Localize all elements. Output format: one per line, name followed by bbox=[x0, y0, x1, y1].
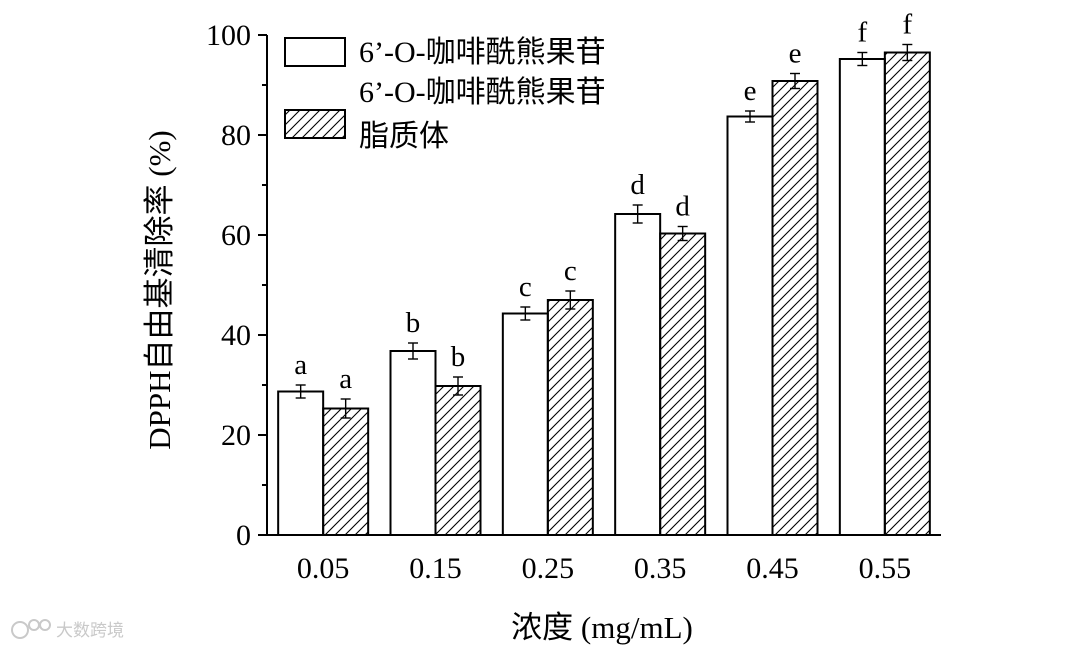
significance-letter: c bbox=[564, 255, 577, 287]
y-tick-label: 80 bbox=[221, 119, 251, 152]
watermark: 大数跨境 bbox=[11, 619, 124, 641]
significance-letter: c bbox=[519, 271, 532, 303]
y-axis-title: DPPH自由基清除率 (%) bbox=[142, 130, 177, 449]
significance-letter: a bbox=[294, 349, 307, 381]
watermark-text: 大数跨境 bbox=[56, 621, 124, 641]
bar-compound bbox=[838, 58, 886, 536]
bar-liposome bbox=[659, 232, 707, 536]
legend-label: 脂质体 bbox=[359, 120, 449, 153]
significance-letter: b bbox=[451, 341, 466, 373]
x-tick-label: 0.15 bbox=[409, 552, 462, 585]
error-bars bbox=[295, 43, 913, 419]
bars bbox=[277, 51, 931, 536]
y-tick-label: 20 bbox=[221, 419, 251, 452]
bar-liposome bbox=[434, 385, 482, 536]
y-tick-label: 40 bbox=[221, 319, 251, 352]
significance-letter: f bbox=[857, 17, 867, 49]
bar-liposome bbox=[546, 299, 594, 536]
bar-liposome bbox=[883, 51, 931, 536]
significance-letter: a bbox=[339, 363, 352, 395]
significance-letter: e bbox=[789, 38, 802, 70]
bar-compound bbox=[726, 115, 774, 536]
bar-compound bbox=[501, 312, 549, 536]
bar-compound bbox=[277, 390, 325, 536]
x-tick-label: 0.25 bbox=[522, 552, 575, 585]
x-axis-title: 浓度 (mg/mL) bbox=[511, 610, 693, 645]
bar-compound bbox=[614, 213, 662, 536]
y-tick-label: 0 bbox=[236, 519, 251, 552]
x-tick-label: 0.35 bbox=[634, 552, 687, 585]
bar-liposome bbox=[322, 407, 370, 536]
y-tick-label: 100 bbox=[206, 19, 251, 52]
significance-letter: d bbox=[675, 191, 690, 223]
legend-label: 6’-O-咖啡酰熊果苷 bbox=[359, 36, 606, 69]
significance-letter: f bbox=[902, 9, 912, 41]
x-tick-label: 0.05 bbox=[297, 552, 350, 585]
significance-labels: a a bb c c dd ee f f bbox=[294, 9, 912, 396]
bar-liposome bbox=[771, 80, 819, 536]
y-tick-label: 60 bbox=[221, 219, 251, 252]
legend-swatch-compound bbox=[284, 37, 346, 67]
legend-swatch-liposome bbox=[284, 109, 346, 139]
legend-label: 6’-O-咖啡酰熊果苷 bbox=[359, 76, 606, 109]
watermark-logo-icon bbox=[11, 619, 51, 639]
bar-compound bbox=[389, 350, 437, 536]
significance-letter: b bbox=[406, 307, 421, 339]
significance-letter: d bbox=[630, 169, 645, 201]
x-tick-label: 0.55 bbox=[859, 552, 912, 585]
x-tick-label: 0.45 bbox=[746, 552, 799, 585]
significance-letter: e bbox=[744, 75, 757, 107]
axes: 0 20 40 60 80 100 0.05 0.15 0.25 0.35 0.45 0.55 bbox=[206, 19, 941, 585]
